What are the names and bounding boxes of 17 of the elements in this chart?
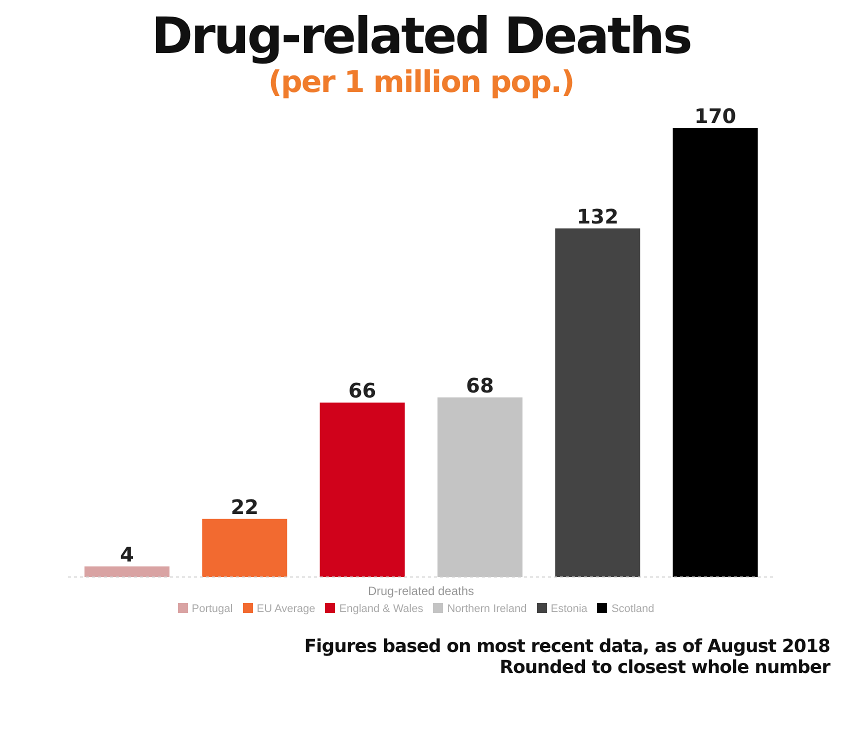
data-label: 132 [576,204,619,228]
data-label: 22 [230,494,259,519]
legend-label: EU Average [256,603,316,615]
data-label: 170 [694,104,736,128]
legend-label: Northern Ireland [447,603,527,615]
legend-label: England & Wales [339,603,424,615]
text: Rounded to closest whole number [498,657,832,678]
x-axis-title: Drug-related deaths [368,584,474,598]
chart-title: Drug-related Deaths [150,7,692,65]
chart-subtitle: (per 1 million pop.) [267,64,575,102]
data-label: 68 [466,373,494,398]
data-label: 66 [348,378,376,403]
legend-label: Scotland [611,603,654,615]
text: Figures based on most recent data, as of August 2018 [303,636,831,657]
data-label: 4 [120,542,134,566]
legend-label: Portugal [192,603,233,615]
legend-label: Estonia [550,603,588,615]
